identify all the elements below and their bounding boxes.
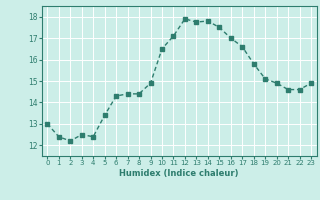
X-axis label: Humidex (Indice chaleur): Humidex (Indice chaleur) (119, 169, 239, 178)
